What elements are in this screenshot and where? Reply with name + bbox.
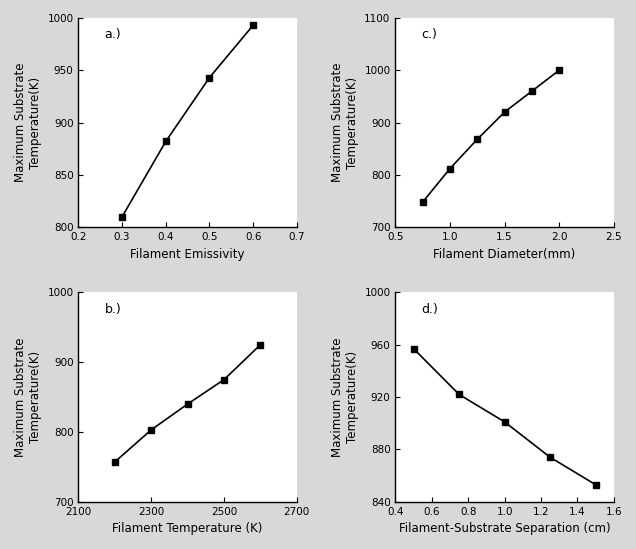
Y-axis label: Maximum Substrate
Temperature(K): Maximum Substrate Temperature(K) (14, 337, 42, 457)
Y-axis label: Maximum Substrate
Temperature(K): Maximum Substrate Temperature(K) (14, 63, 42, 182)
Text: c.): c.) (422, 29, 438, 41)
X-axis label: Filament-Substrate Separation (cm): Filament-Substrate Separation (cm) (399, 522, 611, 535)
Text: d.): d.) (422, 303, 438, 316)
Y-axis label: Maximum Substrate
Temperature(K): Maximum Substrate Temperature(K) (331, 337, 359, 457)
Y-axis label: Maximum Substrate
Temperature(K): Maximum Substrate Temperature(K) (331, 63, 359, 182)
X-axis label: Filament Temperature (K): Filament Temperature (K) (113, 522, 263, 535)
X-axis label: Filament Diameter(mm): Filament Diameter(mm) (434, 248, 576, 261)
Text: b.): b.) (105, 303, 121, 316)
X-axis label: Filament Emissivity: Filament Emissivity (130, 248, 245, 261)
Text: a.): a.) (105, 29, 121, 41)
